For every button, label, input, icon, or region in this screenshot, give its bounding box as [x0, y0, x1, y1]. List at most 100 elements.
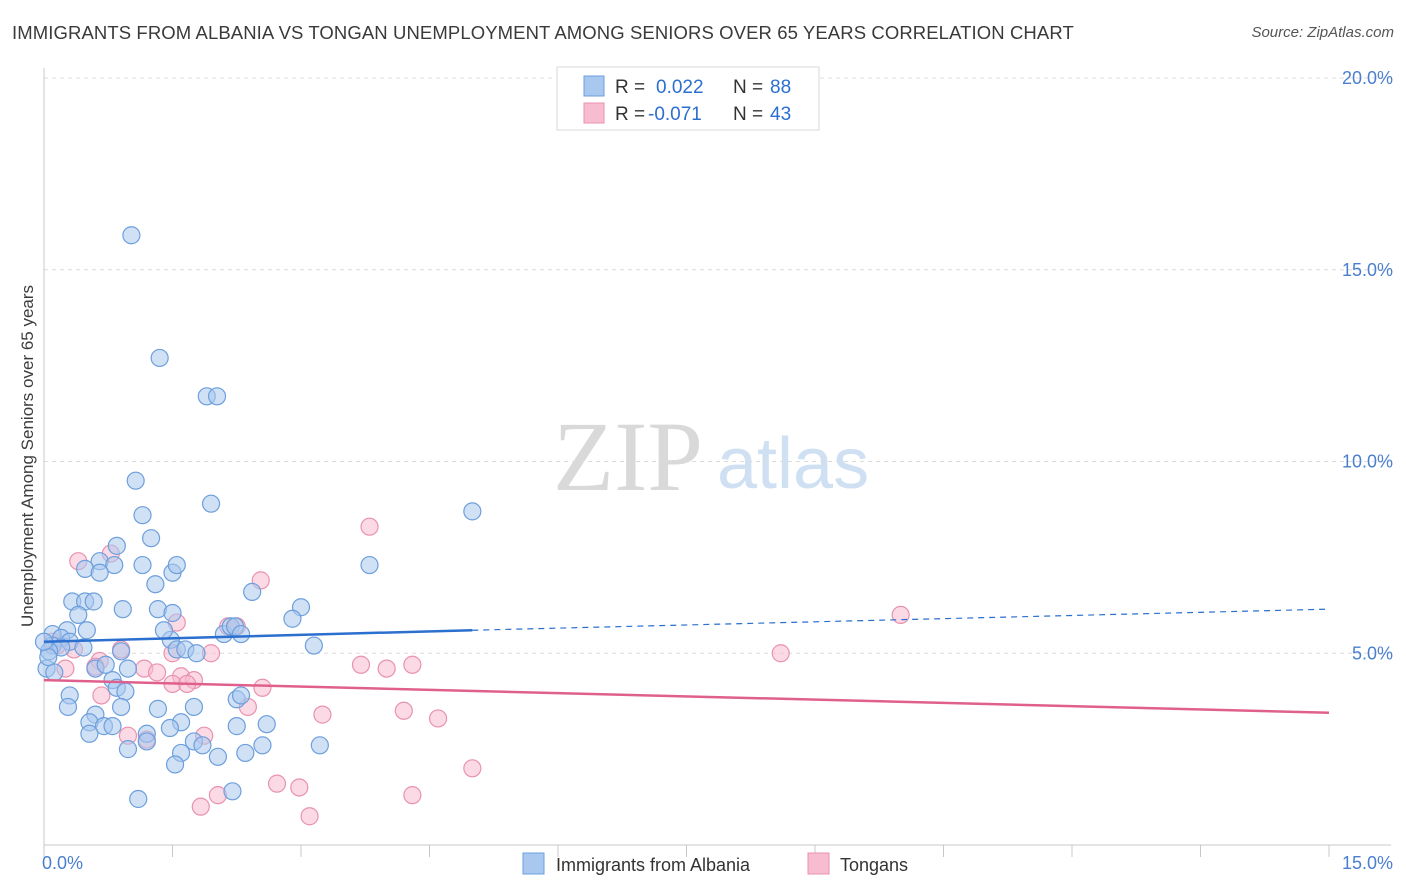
albania-point-63: [148, 699, 168, 718]
albania-point-52: [96, 655, 115, 674]
albania-point-1: [150, 348, 169, 368]
albania-trend-line: [43, 628, 473, 643]
tongans-point-20: [351, 655, 371, 674]
albania-point-17: [360, 555, 379, 575]
albania-point-76: [118, 740, 138, 759]
y-tick-labels: 5.0% 10.0% 15.0% 20.0%: [1342, 68, 1393, 663]
albania-point-6: [133, 506, 152, 525]
y-axis-title: Unemployment Among Seniors over 65 years: [18, 285, 37, 627]
albania-point-85: [223, 782, 242, 801]
albania-point-81: [208, 747, 228, 766]
legend-n-label-1: N =: [733, 77, 763, 98]
albania-point-23: [69, 605, 88, 625]
albania-point-53: [118, 659, 138, 678]
bottom-legend-swatch-tongans: [807, 852, 830, 875]
y-tick-label-2: 15.0%: [1342, 260, 1393, 280]
albania-point-83: [165, 755, 185, 774]
bottom-legend-swatch-albania: [522, 852, 545, 875]
legend-r-value-2: -0.071: [648, 104, 702, 125]
albania-point-9: [107, 536, 126, 555]
watermark-zip: ZIP: [553, 401, 703, 512]
albania-point-56: [116, 682, 135, 701]
albania-point-14: [133, 555, 152, 575]
albania-point-86: [39, 647, 58, 667]
legend-n-label-2: N =: [733, 104, 763, 125]
albania-point-62: [111, 697, 131, 717]
tongans-point-22: [403, 655, 422, 674]
legend-swatch-albania: [583, 75, 605, 97]
x-tick-label-0: 0.0%: [42, 853, 83, 873]
albania-point-8: [141, 529, 161, 548]
albania-point-30: [77, 621, 96, 640]
tongans-point-25: [253, 678, 272, 697]
albania-point-26: [163, 603, 182, 623]
albania-point-59: [231, 686, 251, 705]
correlation-legend: R = 0.022 N = 88 R = -0.071 N = 43: [556, 66, 820, 131]
albania-point-0: [122, 226, 141, 245]
albania-point-7: [463, 502, 482, 521]
albania-point-70: [257, 715, 276, 734]
albania-point-67: [103, 717, 122, 736]
albania-point-11: [105, 555, 124, 575]
source-credit: Source: ZipAtlas.com: [1251, 24, 1394, 41]
tongans-point-35: [267, 774, 287, 793]
tongans-point-13: [771, 644, 790, 663]
axes: [43, 68, 1391, 846]
albania-point-48: [304, 636, 323, 655]
x-ticks: [43, 845, 1330, 857]
albania-point-74: [137, 732, 156, 751]
albania-point-19: [243, 582, 262, 601]
albania-point-4: [126, 471, 145, 490]
albania-point-36: [74, 638, 93, 657]
albania-point-16: [167, 555, 186, 575]
series-legend: Immigrants from Albania Tongans: [522, 852, 908, 875]
albania-point-82: [236, 743, 255, 763]
tongans-point-39: [191, 797, 210, 816]
tongans-point-21: [377, 659, 396, 678]
y-tick-label-0: 5.0%: [1352, 643, 1393, 663]
albania-point-5: [201, 494, 221, 513]
x-tick-label-1: 15.0%: [1342, 853, 1393, 873]
albania-point-37: [111, 642, 131, 661]
tongans-point-38: [403, 786, 422, 805]
legend-r-label-1: R =: [615, 77, 645, 98]
tongans-point-4: [891, 605, 910, 625]
albania-point-22: [84, 592, 103, 611]
y-tick-label-1: 10.0%: [1342, 452, 1393, 472]
trend-lines: [43, 608, 1330, 714]
albania-point-71: [80, 724, 99, 743]
albania-point-64: [184, 697, 204, 717]
albania-point-42: [154, 621, 174, 640]
legend-n-value-1: 88: [770, 77, 791, 98]
watermark-atlas: atlas: [717, 424, 869, 504]
tongans-point-34: [463, 759, 482, 778]
albania-point-50: [45, 663, 64, 682]
tongans-point-26: [92, 686, 111, 705]
tongans-point-40: [300, 807, 319, 826]
legend-r-value-1: 0.022: [656, 77, 704, 98]
chart-title: IMMIGRANTS FROM ALBANIA VS TONGAN UNEMPL…: [12, 22, 1074, 43]
albania-point-69: [227, 717, 246, 736]
albania-point-60: [58, 697, 78, 717]
albania-point-18: [146, 575, 165, 594]
albania-point-79: [310, 736, 329, 755]
albania-point-43: [187, 644, 206, 663]
albania-point-3: [207, 387, 227, 406]
bottom-legend-label-tongans: Tongans: [840, 855, 908, 875]
albania-point-28: [283, 609, 302, 628]
legend-n-value-2: 43: [770, 104, 791, 125]
tongans-point-29: [394, 701, 413, 720]
y-tick-label-3: 20.0%: [1342, 68, 1393, 88]
albania-points: [34, 226, 482, 809]
albania-point-84: [129, 789, 148, 809]
tongans-trend-line: [43, 678, 1330, 714]
albania-point-13: [90, 563, 109, 582]
tongans-point-0: [360, 517, 379, 536]
tongans-point-17: [147, 663, 167, 682]
legend-r-label-2: R =: [615, 104, 645, 125]
tongans-point-30: [428, 709, 448, 728]
tongans-point-28: [313, 705, 332, 724]
albania-point-24: [113, 600, 132, 619]
albania-point-77: [193, 736, 212, 755]
albania-point-73: [160, 718, 180, 738]
